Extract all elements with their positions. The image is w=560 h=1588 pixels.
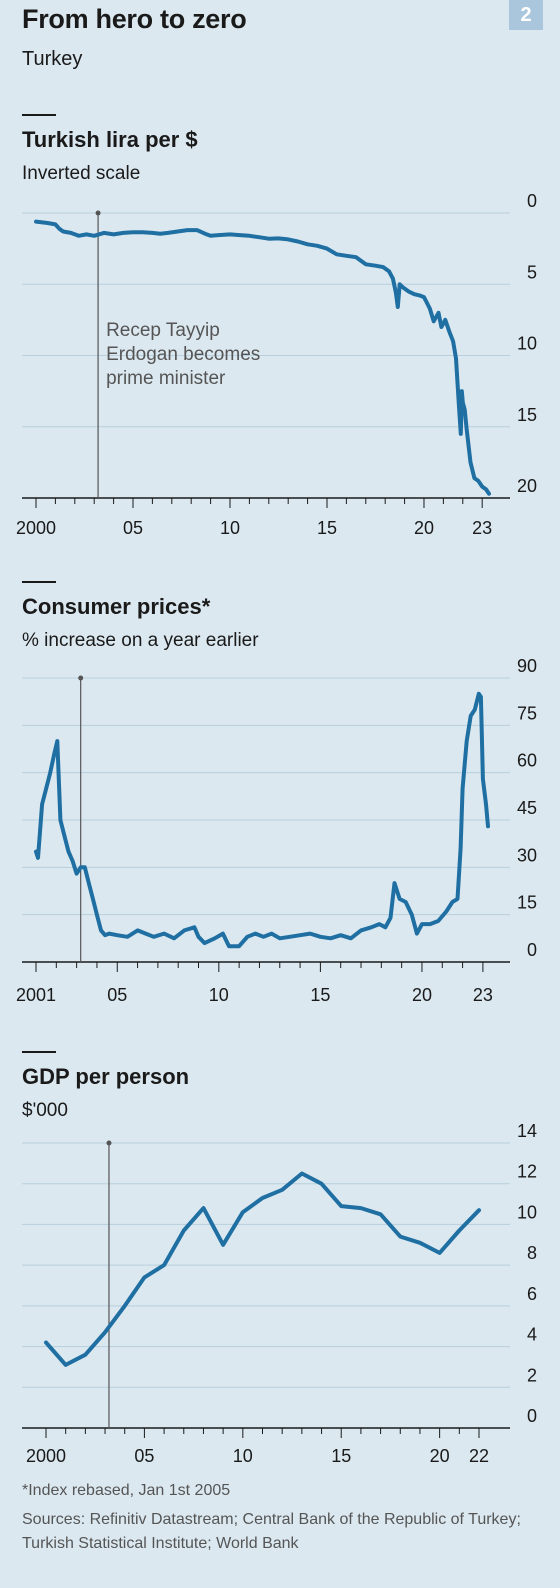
event-annotation-line: Recep Tayyip xyxy=(106,320,220,341)
y-tick-label: 8 xyxy=(527,1243,537,1263)
y-tick-label: 15 xyxy=(517,893,537,913)
x-tick-label: 15 xyxy=(310,985,330,1005)
chart-number-badge: 2 xyxy=(509,0,543,30)
y-tick-label: 30 xyxy=(517,845,537,865)
y-tick-label: 5 xyxy=(527,262,537,282)
charts-svg: Turkish lira per $Inverted scale05101520… xyxy=(16,114,537,1466)
chart-panel-1: Turkish lira per $Inverted scale05101520… xyxy=(16,114,537,538)
chart-subtitle: Inverted scale xyxy=(22,163,140,184)
y-tick-label: 2 xyxy=(527,1365,537,1385)
x-tick-label: 10 xyxy=(233,1446,253,1466)
figure-title: From hero to zero xyxy=(22,4,247,34)
y-tick-label: 6 xyxy=(527,1284,537,1304)
y-tick-label: 15 xyxy=(517,405,537,425)
event-marker-dot xyxy=(106,1140,112,1146)
series-line xyxy=(34,691,490,949)
y-tick-label: 12 xyxy=(517,1162,537,1182)
x-tick-label: 15 xyxy=(331,1446,351,1466)
y-tick-label: 14 xyxy=(517,1121,537,1141)
chart-subtitle: $'000 xyxy=(22,1100,68,1121)
x-tick-label: 15 xyxy=(317,518,337,538)
x-tick-label: 20 xyxy=(414,518,434,538)
x-tick-label: 2000 xyxy=(16,518,56,538)
y-tick-label: 10 xyxy=(517,334,537,354)
series-line xyxy=(34,219,491,496)
x-tick-label: 20 xyxy=(412,985,432,1005)
series-line xyxy=(44,1171,481,1367)
x-tick-label: 05 xyxy=(107,985,127,1005)
x-tick-label: 20 xyxy=(430,1446,450,1466)
y-tick-label: 0 xyxy=(527,940,537,960)
y-tick-label: 75 xyxy=(517,703,537,723)
event-annotation: Recep Tayyip Erdogan becomes prime ministe… xyxy=(106,320,260,389)
figure-subtitle: Turkey xyxy=(22,48,83,70)
event-annotation-line: prime minister xyxy=(106,368,226,389)
event-marker-dot xyxy=(95,210,101,216)
y-tick-label: 0 xyxy=(527,191,537,211)
x-tick-label: 05 xyxy=(134,1446,154,1466)
x-tick-label: 23 xyxy=(472,518,492,538)
chart-panel-3: GDP per person $'000 0 2 4 6 8 10 12 14 2000 05 10 15… xyxy=(22,1051,537,1466)
chart-title: Turkish lira per $ xyxy=(22,127,198,152)
y-tick-label: 45 xyxy=(517,798,537,818)
x-tick-label: 10 xyxy=(209,985,229,1005)
y-tick-label: 10 xyxy=(517,1202,537,1222)
x-tick-label: 2000 xyxy=(26,1446,66,1466)
event-marker-dot xyxy=(78,675,84,681)
chart-panel-2: Consumer prices* % increase on a year ear… xyxy=(16,581,537,1005)
event-annotation-line: Erdogan becomes xyxy=(106,344,260,365)
x-tick-label: 2001 xyxy=(16,985,56,1005)
chart-subtitle: % increase on a year earlier xyxy=(22,630,259,651)
y-tick-label: 90 xyxy=(517,656,537,676)
footnote: *Index rebased, Jan 1st 2005 xyxy=(22,1482,231,1499)
chart-title: GDP per person xyxy=(22,1064,189,1089)
x-tick-label: 10 xyxy=(220,518,240,538)
x-tick-label: 05 xyxy=(123,518,143,538)
sources: Sources: Refinitiv Datastream; Central B… xyxy=(22,1511,521,1552)
x-tick-label: 23 xyxy=(473,985,493,1005)
y-tick-label: 0 xyxy=(527,1406,537,1426)
y-tick-label: 60 xyxy=(517,751,537,771)
y-tick-label: 20 xyxy=(517,476,537,496)
x-tick-label: 22 xyxy=(469,1446,489,1466)
chart-title: Consumer prices* xyxy=(22,594,211,619)
y-tick-label: 4 xyxy=(527,1325,537,1345)
